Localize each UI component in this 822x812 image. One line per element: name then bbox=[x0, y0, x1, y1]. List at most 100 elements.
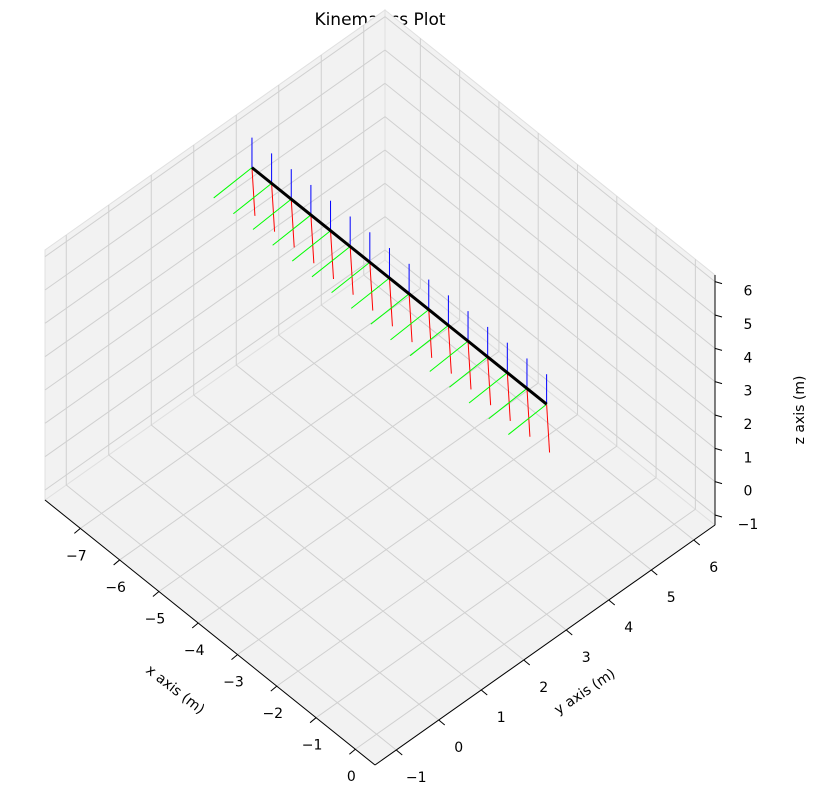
grid-line bbox=[44, 182, 386, 424]
y-tick-label: 1 bbox=[497, 710, 506, 726]
tick-mark bbox=[714, 314, 723, 318]
x-tick-label: −1 bbox=[302, 738, 323, 754]
tick-mark bbox=[191, 622, 199, 629]
grid-line bbox=[235, 364, 567, 631]
frame-y-axis bbox=[508, 403, 547, 435]
frame-x-axis bbox=[526, 388, 531, 437]
y-tick-label: 2 bbox=[539, 680, 548, 696]
frame-x-axis bbox=[290, 199, 295, 248]
frame-x-axis bbox=[369, 262, 374, 311]
tick-mark bbox=[152, 591, 160, 597]
grid-line bbox=[44, 149, 386, 391]
trajectory bbox=[251, 166, 548, 406]
tick-mark bbox=[714, 381, 723, 385]
x-tick-label: 0 bbox=[347, 769, 356, 785]
x-tick-label: −3 bbox=[223, 675, 244, 691]
frame-x-axis bbox=[349, 246, 354, 295]
z-tick-label: 3 bbox=[744, 384, 753, 400]
z-tick-label: 2 bbox=[744, 417, 753, 433]
frame-y-axis bbox=[213, 167, 253, 199]
tick-mark bbox=[565, 629, 573, 636]
grid-line bbox=[355, 508, 696, 750]
x-tick-label: −6 bbox=[105, 580, 126, 596]
tick-mark bbox=[113, 559, 120, 566]
frame-y-axis bbox=[252, 198, 292, 230]
frame-y-axis bbox=[390, 309, 430, 341]
y-axis-line bbox=[374, 524, 716, 766]
grid-line bbox=[65, 484, 397, 751]
z-axis-label: z axis (m) bbox=[792, 376, 808, 445]
frame-y-axis bbox=[350, 277, 390, 309]
z-tick-label: 1 bbox=[744, 450, 753, 466]
tick-mark bbox=[270, 685, 278, 692]
grid-line bbox=[384, 82, 716, 349]
frame-x-axis bbox=[487, 356, 492, 406]
frame-y-axis bbox=[291, 230, 331, 262]
frame-x-axis bbox=[251, 167, 256, 216]
frame-y-axis bbox=[409, 324, 449, 357]
frame-y-axis bbox=[311, 246, 351, 278]
tick-mark bbox=[714, 414, 723, 418]
grid-line bbox=[384, 116, 716, 383]
y-tick-label: 0 bbox=[454, 740, 463, 756]
tick-mark bbox=[714, 514, 723, 518]
frame-y-axis bbox=[272, 214, 312, 246]
grid-line bbox=[237, 414, 578, 655]
grid-line bbox=[197, 382, 539, 624]
y-tick-label: 6 bbox=[709, 560, 718, 576]
grid-line bbox=[315, 477, 657, 719]
x-tick-label: −7 bbox=[66, 548, 87, 564]
grid-line bbox=[44, 249, 386, 491]
grid-line bbox=[44, 216, 386, 458]
grid-line bbox=[193, 394, 525, 661]
frame-x-axis bbox=[506, 372, 511, 421]
z-tick-label: 6 bbox=[744, 284, 753, 300]
grid-line bbox=[384, 16, 716, 283]
grid-line bbox=[276, 445, 618, 687]
frame-x-axis bbox=[388, 278, 393, 327]
frame-y-axis bbox=[429, 340, 469, 372]
frame-x-axis bbox=[428, 309, 433, 358]
y-tick-label: 4 bbox=[624, 620, 633, 636]
tick-mark bbox=[523, 659, 531, 666]
tick-mark bbox=[480, 689, 488, 696]
grid-line bbox=[158, 351, 500, 592]
grid-line bbox=[119, 319, 460, 561]
tick-mark bbox=[74, 528, 81, 534]
frame-y-axis bbox=[449, 356, 488, 388]
grid-line bbox=[320, 304, 652, 571]
grid-line bbox=[150, 424, 482, 691]
frame-y-axis bbox=[370, 293, 410, 325]
frame-y-axis bbox=[488, 388, 528, 420]
z-tick-label: 0 bbox=[744, 484, 753, 500]
z-tick-label: 4 bbox=[744, 350, 753, 366]
grid-line bbox=[44, 116, 386, 358]
tick-mark bbox=[438, 719, 446, 726]
frame-x-axis bbox=[546, 404, 551, 453]
grid-line bbox=[44, 16, 386, 258]
tick-mark bbox=[349, 748, 356, 755]
grid-line bbox=[363, 274, 695, 541]
frame-x-axis bbox=[467, 341, 472, 390]
grid-line bbox=[384, 49, 716, 316]
tick-mark bbox=[395, 749, 403, 756]
y-tick-label: 5 bbox=[667, 590, 676, 606]
tick-mark bbox=[714, 347, 723, 351]
tick-mark bbox=[714, 281, 723, 285]
x-axis-label: x axis (m) bbox=[143, 662, 208, 718]
tick-mark bbox=[714, 447, 723, 451]
frame-x-axis bbox=[310, 214, 315, 264]
frame-y-axis bbox=[331, 261, 371, 293]
frame-y-axis bbox=[233, 183, 272, 215]
grid-line bbox=[44, 49, 386, 291]
frame-x-axis bbox=[408, 293, 413, 343]
grid-line bbox=[384, 216, 716, 483]
tick-mark bbox=[608, 599, 616, 606]
x-axis-line bbox=[44, 499, 376, 766]
tick-mark bbox=[650, 569, 658, 576]
y-tick-label: 3 bbox=[582, 650, 591, 666]
grid-line bbox=[384, 149, 716, 416]
x-tick-label: −5 bbox=[145, 611, 166, 627]
frame-x-axis bbox=[330, 230, 334, 280]
